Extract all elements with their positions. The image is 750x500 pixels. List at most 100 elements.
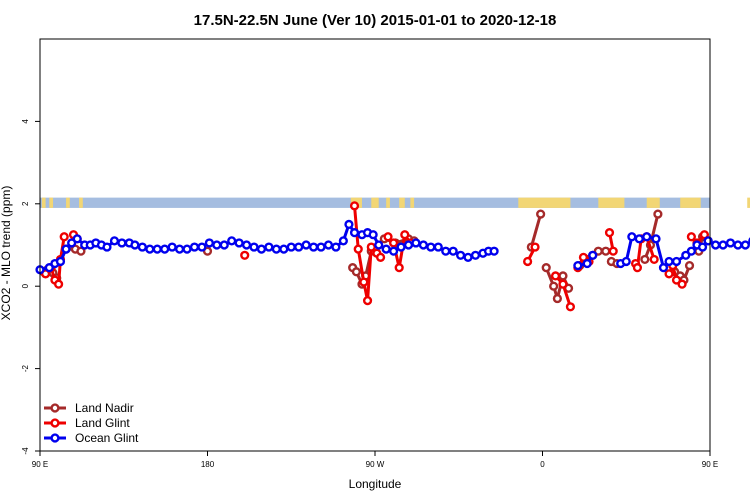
data-point xyxy=(651,234,661,244)
data-point xyxy=(375,252,386,262)
data-point xyxy=(640,254,650,265)
plot-frame xyxy=(39,38,711,452)
y-tick-label: 2 xyxy=(21,201,30,206)
land-segment xyxy=(410,197,415,208)
data-point xyxy=(383,232,393,242)
legend-label: Land Glint xyxy=(75,416,130,430)
data-point xyxy=(523,256,533,267)
land-segment xyxy=(680,197,701,208)
land-segment xyxy=(371,197,379,208)
legend-label: Ocean Glint xyxy=(75,431,139,445)
x-tick-label: 90 E xyxy=(702,460,718,469)
data-point xyxy=(204,238,214,248)
data-point xyxy=(549,281,559,291)
data-point xyxy=(55,256,66,267)
land-segment xyxy=(79,197,83,208)
data-point xyxy=(109,236,120,246)
data-point xyxy=(227,236,237,246)
data-point xyxy=(316,242,326,252)
x-axis-label: Longitude xyxy=(349,477,402,491)
data-point xyxy=(349,201,360,211)
land-segment xyxy=(747,197,750,208)
data-point xyxy=(389,246,399,256)
data-point xyxy=(366,242,376,252)
series-1 xyxy=(40,201,710,312)
data-point xyxy=(604,228,615,238)
data-point xyxy=(686,246,696,256)
data-point xyxy=(182,244,192,254)
data-point xyxy=(59,232,69,242)
data-point xyxy=(608,246,618,256)
legend-swatch-marker xyxy=(50,403,60,413)
land-segment xyxy=(66,197,70,208)
land-segment xyxy=(49,197,54,208)
data-point xyxy=(389,238,399,248)
data-point xyxy=(697,242,708,252)
data-point xyxy=(344,219,354,230)
y-axis-label: XCO2 - MLO trend (ppm) xyxy=(0,186,13,321)
data-point xyxy=(740,240,750,250)
data-point xyxy=(338,236,348,246)
data-point xyxy=(137,242,147,252)
data-point xyxy=(349,228,360,238)
data-point xyxy=(541,263,551,273)
data-point xyxy=(601,246,611,256)
x-tick-label: 90 E xyxy=(32,460,48,469)
data-point xyxy=(664,269,674,279)
y-tick-label: -4 xyxy=(21,447,30,455)
data-point xyxy=(54,279,64,289)
data-series xyxy=(35,201,750,312)
data-point xyxy=(558,271,568,281)
legend-swatch-marker xyxy=(50,433,60,443)
data-point xyxy=(456,250,466,260)
data-point xyxy=(249,242,259,252)
data-point xyxy=(642,232,652,242)
data-point xyxy=(433,242,443,252)
series-2 xyxy=(35,219,750,275)
data-point xyxy=(167,242,177,252)
data-point xyxy=(197,242,207,252)
data-point xyxy=(271,244,281,254)
data-point xyxy=(61,244,71,254)
x-tick-label: 0 xyxy=(540,460,545,469)
data-point xyxy=(686,232,696,242)
data-point xyxy=(573,261,583,271)
data-point xyxy=(234,238,244,248)
data-point xyxy=(671,256,682,267)
data-point xyxy=(582,258,592,269)
data-point xyxy=(463,252,473,262)
data-point xyxy=(76,246,86,256)
data-point xyxy=(718,240,728,250)
data-point xyxy=(403,240,414,250)
chart-title: 17.5N-22.5N June (Ver 10) 2015-01-01 to … xyxy=(194,12,557,29)
data-point xyxy=(664,256,674,267)
data-point xyxy=(145,244,155,254)
data-point xyxy=(212,240,222,250)
data-point xyxy=(621,256,631,267)
data-point xyxy=(588,250,598,260)
data-point xyxy=(530,242,540,252)
land-segment xyxy=(598,197,625,208)
data-point xyxy=(308,242,319,252)
data-point xyxy=(286,242,296,252)
data-point xyxy=(256,244,267,254)
data-point xyxy=(102,242,112,252)
data-point xyxy=(418,240,428,250)
data-point xyxy=(632,263,643,273)
data-point xyxy=(294,242,304,252)
data-point xyxy=(219,240,229,250)
data-point xyxy=(374,240,384,250)
y-tick-label: 4 xyxy=(21,119,30,124)
data-point xyxy=(627,232,637,242)
data-point xyxy=(653,209,663,219)
data-point xyxy=(160,244,170,254)
data-point xyxy=(279,244,289,254)
data-point xyxy=(634,234,644,244)
data-point xyxy=(353,244,363,254)
data-point xyxy=(411,238,421,248)
data-point xyxy=(264,242,274,252)
data-point xyxy=(699,230,710,240)
data-point xyxy=(441,246,451,256)
